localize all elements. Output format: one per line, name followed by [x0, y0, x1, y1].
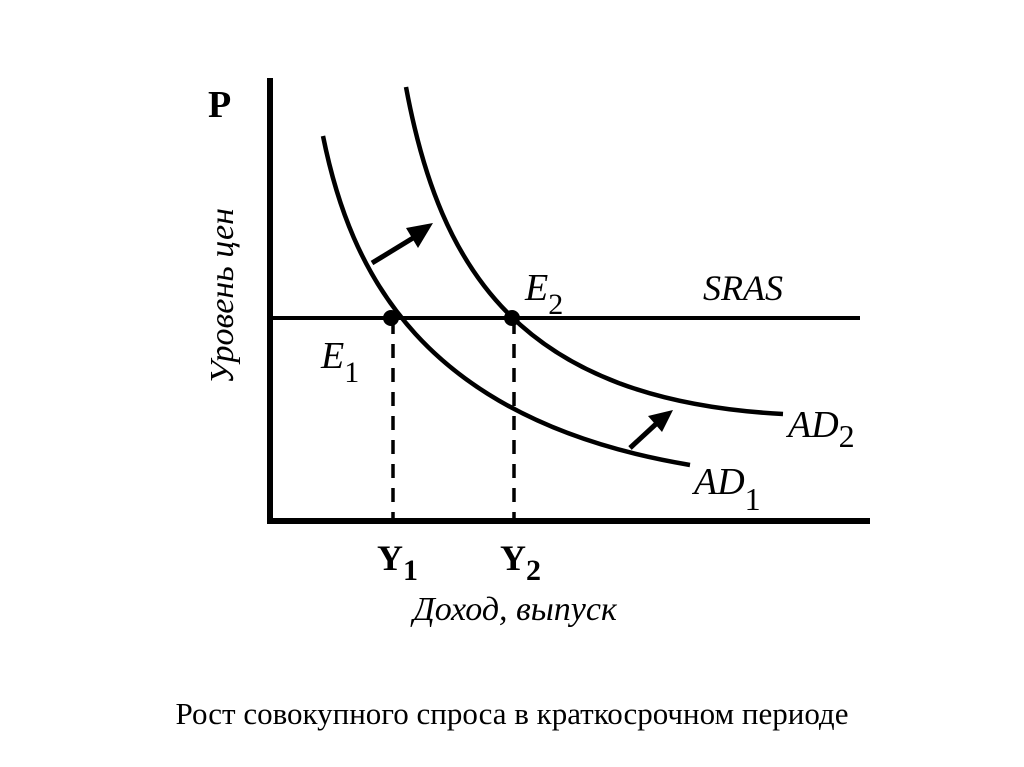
ad1-curve	[320, 135, 691, 468]
e1-point	[383, 310, 399, 326]
e2-label-main: E	[524, 267, 548, 309]
e1-label: E1	[320, 335, 359, 389]
figure-caption: Рост совокупного спроса в краткосрочном …	[175, 696, 849, 731]
y-axis-letter: P	[208, 84, 231, 126]
y1-label-sub: 1	[403, 554, 418, 587]
y1-label-main: Y	[377, 538, 403, 578]
e2-label-sub: 2	[548, 288, 563, 321]
x-axis-title: Доход, выпуск	[410, 591, 618, 628]
lower-shift-arrow	[628, 410, 673, 450]
upper-shift-arrow	[370, 223, 433, 266]
e2-point	[504, 310, 520, 326]
e2-label: E2	[524, 267, 563, 321]
y2-label-main: Y	[500, 538, 526, 578]
ad1-label: AD1	[691, 461, 761, 517]
e1-label-main: E	[320, 335, 344, 377]
y2-label-sub: 2	[526, 554, 541, 587]
y-axis-title: Уровень цен	[204, 208, 241, 384]
ad2-label-sub: 2	[839, 418, 855, 454]
sras-label: SRAS	[703, 268, 783, 308]
ad2-label: AD2	[785, 404, 855, 454]
ad1-label-sub: 1	[745, 481, 761, 517]
ad1-label-main: AD	[691, 461, 745, 503]
ad2-curve	[403, 86, 784, 417]
y2-label: Y2	[500, 538, 541, 587]
ad2-label-main: AD	[785, 404, 839, 446]
e1-label-sub: 1	[344, 356, 359, 389]
y1-label: Y1	[377, 538, 418, 587]
